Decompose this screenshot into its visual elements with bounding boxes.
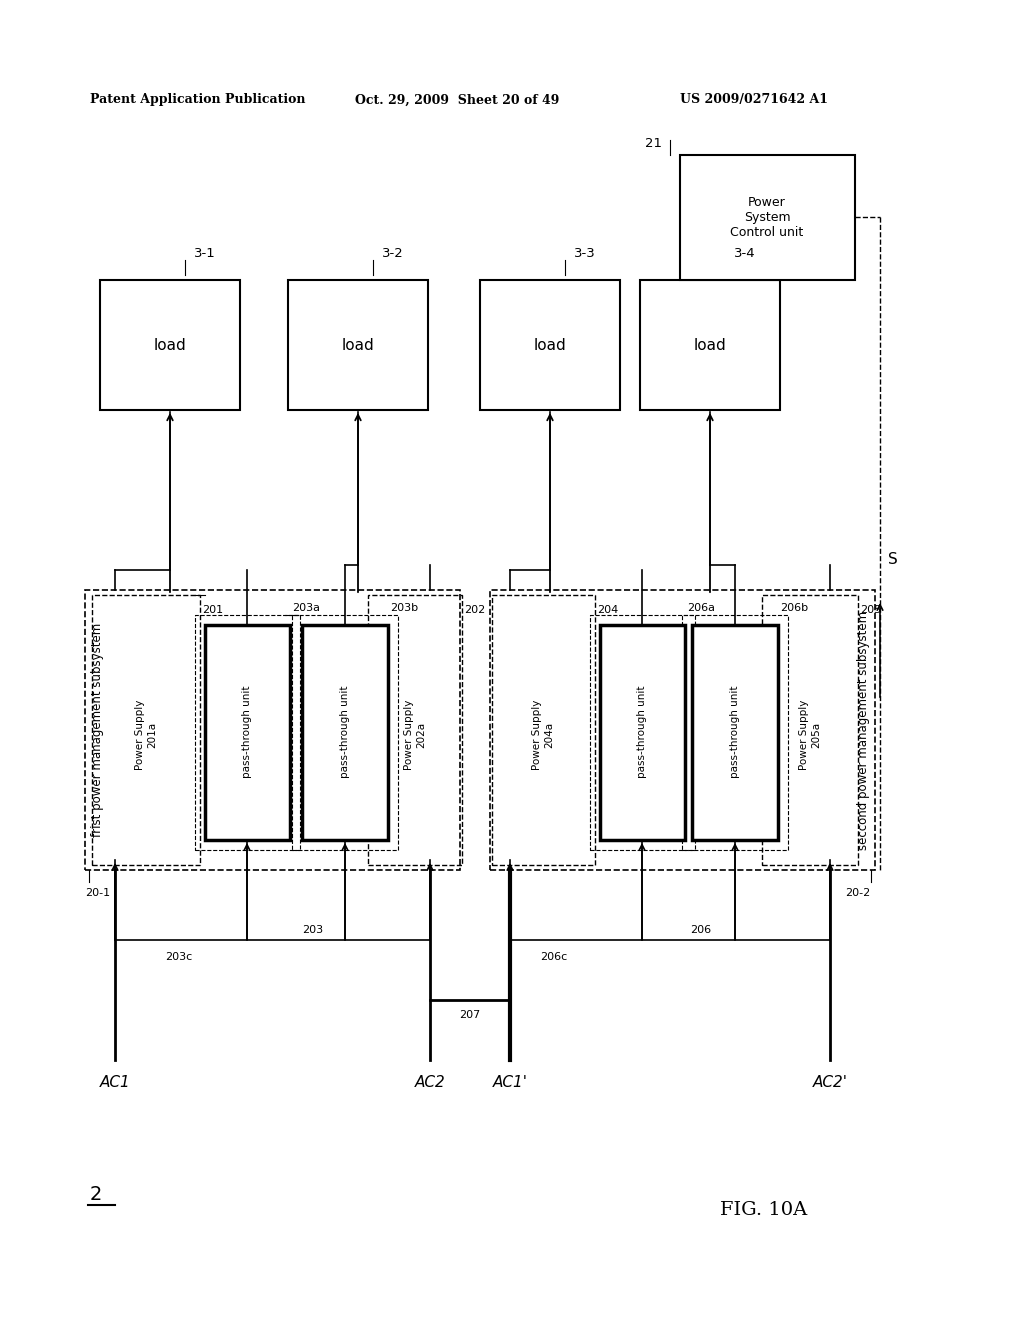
Text: 20-2: 20-2	[845, 888, 870, 898]
Bar	[490, 590, 874, 870]
Bar	[302, 624, 388, 840]
Text: 203c: 203c	[165, 952, 193, 962]
Text: 2: 2	[90, 1185, 102, 1204]
Text: US 2009/0271642 A1: US 2009/0271642 A1	[680, 94, 828, 107]
Text: S: S	[888, 553, 898, 568]
Text: 3-2: 3-2	[382, 247, 403, 260]
Text: 3-4: 3-4	[734, 247, 756, 260]
Bar	[100, 280, 240, 411]
Text: Power
System
Control unit: Power System Control unit	[730, 195, 804, 239]
Bar	[288, 280, 428, 411]
Text: FIG. 10A: FIG. 10A	[720, 1201, 807, 1218]
Bar	[682, 615, 788, 850]
Text: Oct. 29, 2009  Sheet 20 of 49: Oct. 29, 2009 Sheet 20 of 49	[355, 94, 559, 107]
Text: pass-through unit: pass-through unit	[242, 686, 252, 779]
Bar	[480, 280, 620, 411]
Text: Power Supply
205a: Power Supply 205a	[799, 700, 821, 770]
Text: load: load	[693, 338, 726, 352]
Bar	[492, 595, 595, 865]
Text: 206a: 206a	[687, 603, 715, 612]
Bar	[640, 280, 780, 411]
Text: AC2: AC2	[415, 1074, 445, 1090]
Text: 21: 21	[645, 137, 662, 150]
Text: 206: 206	[690, 925, 711, 935]
Bar	[85, 590, 460, 870]
Bar	[762, 595, 858, 865]
Text: 203b: 203b	[390, 603, 418, 612]
Text: AC1': AC1'	[493, 1074, 527, 1090]
Text: 20-1: 20-1	[85, 888, 111, 898]
Text: 207: 207	[460, 1010, 480, 1020]
Text: 204: 204	[597, 605, 618, 615]
Bar	[692, 624, 778, 840]
Bar	[205, 624, 290, 840]
Text: 203: 203	[302, 925, 324, 935]
Text: 3-1: 3-1	[195, 247, 216, 260]
Text: pass-through unit: pass-through unit	[730, 686, 740, 779]
Text: load: load	[154, 338, 186, 352]
Text: seccond power management subsystem: seccond power management subsystem	[856, 610, 869, 850]
Text: 206b: 206b	[780, 603, 808, 612]
Text: pass-through unit: pass-through unit	[637, 686, 647, 779]
Bar	[195, 615, 300, 850]
Text: frist power management subsystem: frist power management subsystem	[90, 623, 103, 837]
Text: Power Supply
202a: Power Supply 202a	[404, 700, 426, 770]
Text: 201: 201	[202, 605, 223, 615]
Text: pass-through unit: pass-through unit	[340, 686, 350, 779]
Text: load: load	[534, 338, 566, 352]
Bar	[600, 624, 685, 840]
Text: Power Supply
204a: Power Supply 204a	[532, 700, 554, 770]
Text: 205: 205	[860, 605, 881, 615]
Text: load: load	[342, 338, 375, 352]
Bar	[368, 595, 462, 865]
Bar	[292, 615, 398, 850]
Bar	[590, 615, 695, 850]
Bar	[680, 154, 855, 280]
Text: Power Supply
201a: Power Supply 201a	[135, 700, 157, 770]
Text: AC2': AC2'	[812, 1074, 848, 1090]
Text: Patent Application Publication: Patent Application Publication	[90, 94, 305, 107]
Text: AC1: AC1	[99, 1074, 130, 1090]
Text: 206c: 206c	[540, 952, 567, 962]
Text: 203a: 203a	[292, 603, 319, 612]
Bar	[92, 595, 200, 865]
Text: 202: 202	[464, 605, 485, 615]
Text: 3-3: 3-3	[574, 247, 596, 260]
